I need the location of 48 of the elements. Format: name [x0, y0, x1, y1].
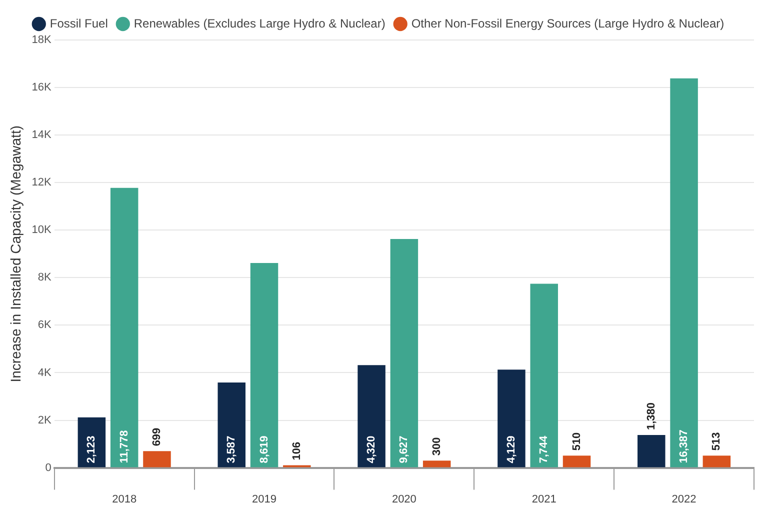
bar [78, 417, 106, 468]
data-label: 513 [710, 432, 723, 451]
legend-label: Other Non-Fossil Energy Sources (Large Hydro & Nuclear) [411, 16, 724, 30]
y-tick-label: 12K [32, 176, 52, 189]
y-tick-label: 10K [32, 224, 52, 236]
bar [390, 239, 418, 468]
data-label: 3,587 [226, 436, 238, 464]
bar [250, 262, 278, 468]
bar [110, 188, 138, 468]
y-axis-title: Increase in Installed Capacity (Megawatt) [7, 126, 24, 382]
x-tick-label: 2022 [672, 493, 696, 506]
bar [670, 78, 698, 468]
data-label: 16,387 [678, 430, 690, 464]
data-label: 300 [430, 437, 443, 456]
bar [638, 435, 666, 468]
x-tick-label: 2019 [252, 493, 277, 506]
data-label: 510 [570, 432, 583, 451]
x-tick-label: 2018 [112, 493, 137, 506]
y-tick-label: 14K [32, 129, 52, 142]
legend-label: Renewables (Excludes Large Hydro & Nuclear) [134, 16, 386, 30]
bar [562, 456, 591, 468]
data-label: 7,744 [538, 434, 550, 464]
data-label: 1,380 [645, 402, 658, 430]
x-tick-label: 2020 [392, 493, 416, 506]
legend-label: Fossil Fuel [50, 16, 108, 30]
data-label: 11,778 [118, 430, 130, 464]
bar [498, 370, 526, 468]
y-tick-label: 16K [32, 82, 52, 94]
y-tick-label: 18K [32, 34, 52, 46]
data-label: 4,129 [505, 436, 518, 464]
bar [358, 365, 386, 468]
x-tick-label: 2021 [532, 493, 556, 506]
data-label: 4,320 [366, 436, 378, 464]
y-tick-label: 0 [45, 462, 52, 474]
data-label: 2,123 [86, 436, 98, 464]
bar [143, 451, 171, 468]
data-label: 9,627 [398, 436, 410, 464]
y-tick-label: 8K [38, 272, 52, 284]
bar [422, 460, 451, 468]
data-label: 106 [290, 442, 303, 460]
bar [702, 456, 731, 468]
y-tick-label: 4K [38, 366, 52, 379]
bar [218, 382, 246, 468]
data-label: 699 [151, 428, 164, 446]
bar [530, 284, 558, 468]
y-tick-label: 2K [38, 414, 52, 426]
data-label: 8,619 [258, 436, 270, 464]
y-tick-label: 6K [38, 319, 52, 332]
